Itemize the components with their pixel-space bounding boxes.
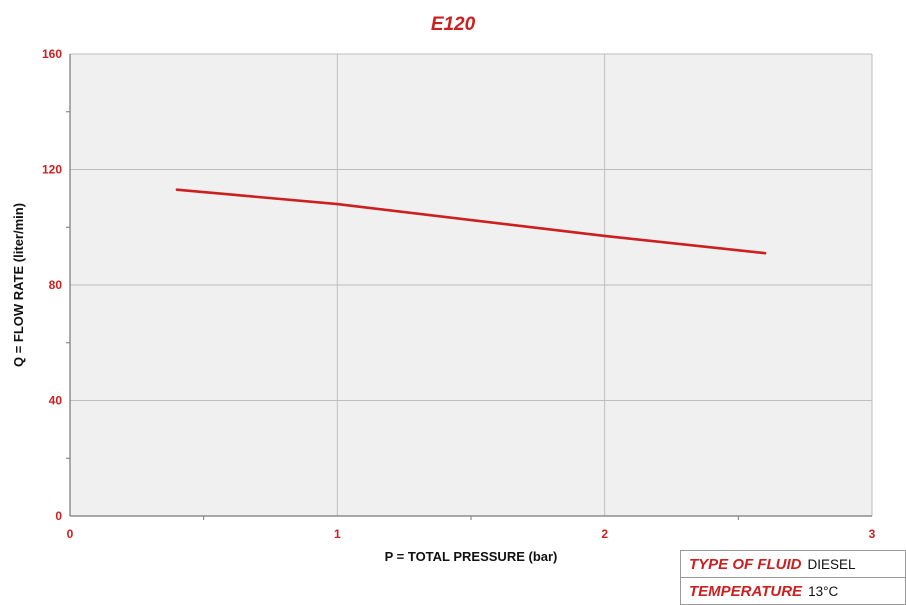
y-tick-label: 120 <box>42 163 62 177</box>
info-label: TEMPERATURE <box>689 582 803 600</box>
info-cell: TEMPERATURE 13°C <box>680 577 906 605</box>
x-tick-label: 2 <box>601 527 608 541</box>
y-axis-label: Q = FLOW RATE (liter/min) <box>11 203 26 367</box>
info-value: DIESEL <box>807 556 856 572</box>
y-tick-label: 160 <box>42 47 62 61</box>
info-row-fluid-type: TYPE OF FLUID DIESEL <box>680 550 906 578</box>
axes <box>66 54 872 520</box>
x-axis-label: P = TOTAL PRESSURE (bar) <box>385 549 558 564</box>
series-lines <box>175 188 767 255</box>
x-tick-label: 1 <box>334 527 341 541</box>
x-tick-label: 3 <box>869 527 876 541</box>
x-tick-label: 0 <box>67 527 74 541</box>
tick-labels: 0 1 2 3 0 40 80 120 160 <box>42 47 876 541</box>
fluid-info-table: TYPE OF FLUID DIESEL TEMPERATURE 13°C <box>680 550 906 605</box>
info-cell: TYPE OF FLUID DIESEL <box>680 550 906 578</box>
info-label: TYPE OF FLUID <box>689 555 802 573</box>
info-row-temperature: TEMPERATURE 13°C <box>680 577 906 605</box>
chart-title: E120 <box>430 14 476 35</box>
y-tick-label: 0 <box>55 509 62 523</box>
info-value: 13°C <box>808 583 839 599</box>
y-tick-label: 40 <box>49 394 63 408</box>
grid-lines <box>70 53 873 516</box>
flow-rate-series-line <box>175 188 767 255</box>
y-tick-label: 80 <box>49 278 63 292</box>
